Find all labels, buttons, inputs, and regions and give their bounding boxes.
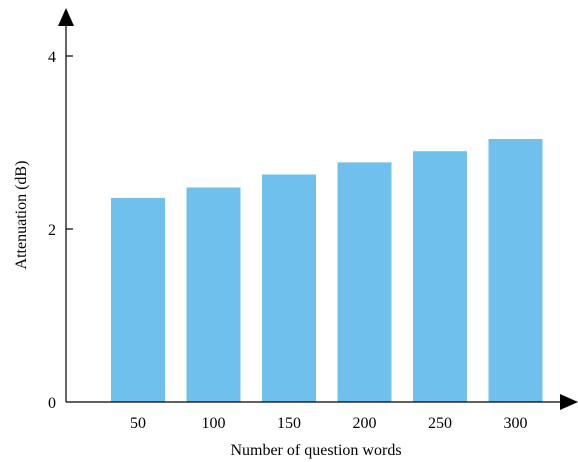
bars: [111, 139, 543, 402]
x-tick-label-300: 300: [504, 415, 528, 432]
x-tick-label-250: 250: [428, 415, 452, 432]
x-ticks: 50 100 150 200 250 300: [130, 415, 528, 432]
x-axis-title: Number of question words: [230, 442, 401, 459]
y-tick-label-4: 4: [48, 49, 56, 66]
bar-200: [337, 162, 392, 402]
x-axis-arrow: [560, 394, 578, 410]
bar-300: [488, 139, 543, 402]
bar-50: [111, 197, 165, 402]
bar-150: [262, 174, 316, 402]
bar-250: [413, 151, 467, 402]
x-tick-label-150: 150: [277, 415, 301, 432]
y-tick-label-2: 2: [48, 222, 56, 239]
y-ticks: 0 2 4: [48, 49, 73, 412]
bar-100: [186, 187, 241, 402]
x-tick-label-200: 200: [353, 415, 377, 432]
y-axis-arrow: [58, 8, 74, 26]
y-tick-label-0: 0: [48, 395, 56, 412]
x-tick-label-100: 100: [202, 415, 226, 432]
y-axis-title: Attenuation (dB): [13, 161, 30, 270]
x-tick-label-50: 50: [130, 415, 146, 432]
